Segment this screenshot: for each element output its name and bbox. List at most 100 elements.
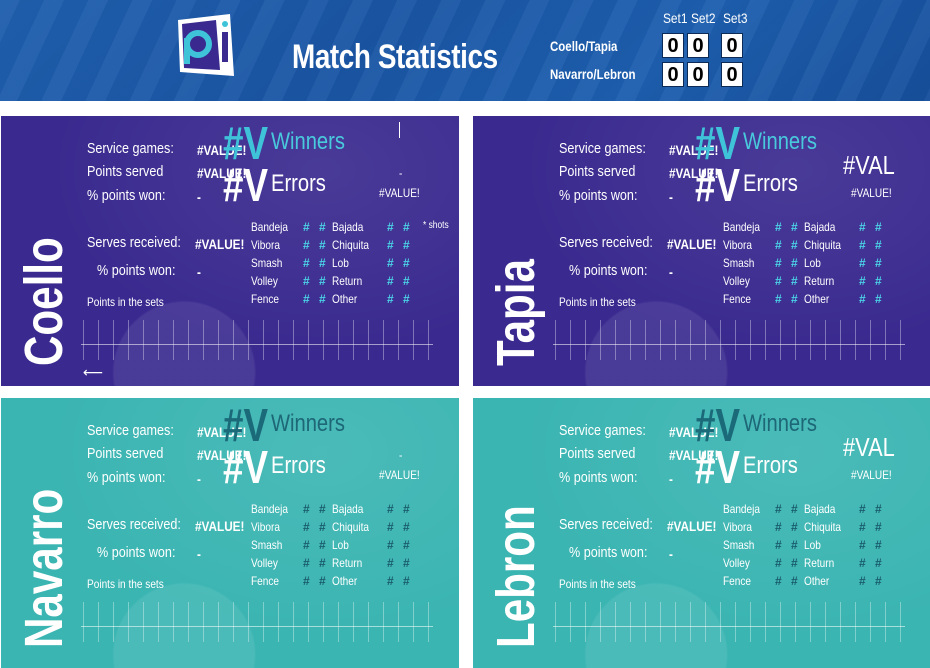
- shot-label-lob: Lob: [332, 538, 349, 552]
- axis-tick: [570, 602, 571, 642]
- shot-label-bandeja: Bandeja: [723, 220, 760, 234]
- shot-winners-lob: #: [859, 256, 866, 270]
- team2-set3-score: 0: [721, 62, 743, 87]
- shot-errors-bajada: #: [875, 502, 882, 516]
- shot-label-lob: Lob: [332, 256, 349, 270]
- shot-label-bajada: Bajada: [804, 220, 836, 234]
- errors-label: Errors: [743, 452, 798, 479]
- shot-errors-return: #: [403, 274, 410, 288]
- axis-tick: [113, 602, 114, 642]
- axis-tick: [143, 602, 144, 642]
- text-cursor: [399, 122, 400, 138]
- shot-winners-vibora: #: [775, 520, 782, 534]
- axis-tick: [840, 320, 841, 360]
- axis-tick: [278, 320, 279, 360]
- shot-errors-vibora: #: [319, 520, 326, 534]
- shot-winners-other: #: [859, 574, 866, 588]
- left-arrow-icon: ⟵: [83, 364, 104, 380]
- winners-label: Winners: [743, 128, 817, 155]
- axis-tick: [660, 602, 661, 642]
- points-in-sets-label: Points in the sets: [559, 577, 636, 591]
- shot-errors-bajada: #: [403, 220, 410, 234]
- shot-errors-smash: #: [791, 538, 798, 552]
- errors-label: Errors: [271, 170, 326, 197]
- team1-set1-score: 0: [662, 33, 684, 58]
- axis-tick: [690, 320, 691, 360]
- service-games-value: #VALUE!: [197, 142, 247, 158]
- axis-tick: [368, 320, 369, 360]
- shot-errors-volley: #: [319, 556, 326, 570]
- shot-errors-bandeja: #: [791, 502, 798, 516]
- shot-winners-fence: #: [775, 292, 782, 306]
- shot-winners-chiquita: #: [859, 520, 866, 534]
- axis-tick: [855, 320, 856, 360]
- shot-label-smash: Smash: [723, 256, 755, 270]
- axis-tick: [780, 602, 781, 642]
- axis-tick: [233, 602, 234, 642]
- axis-tick: [143, 320, 144, 360]
- pct-points-won-value: -: [669, 471, 673, 487]
- shot-errors-bajada: #: [875, 220, 882, 234]
- axis-tick: [705, 320, 706, 360]
- winners-value: #V: [223, 117, 269, 169]
- axis-tick: [398, 602, 399, 642]
- shot-winners-other: #: [387, 574, 394, 588]
- shot-winners-volley: #: [775, 274, 782, 288]
- shot-label-volley: Volley: [251, 274, 278, 288]
- pct-points-won-value: -: [197, 189, 201, 205]
- axis-tick: [263, 602, 264, 642]
- axis-tick: [353, 602, 354, 642]
- shot-label-return: Return: [804, 274, 835, 288]
- serves-received-label: Serves received:: [87, 234, 181, 251]
- shot-label-volley: Volley: [723, 556, 750, 570]
- shot-errors-chiquita: #: [875, 520, 882, 534]
- axis-tick: [83, 320, 84, 360]
- axis-tick: [765, 320, 766, 360]
- axis-tick: [780, 320, 781, 360]
- team2-set2-score: 0: [687, 62, 709, 87]
- service-games-value: #VALUE!: [669, 142, 719, 158]
- shot-winners-chiquita: #: [387, 238, 394, 252]
- axis-tick: [83, 602, 84, 642]
- shot-winners-vibora: #: [303, 520, 310, 534]
- shot-winners-bandeja: #: [303, 502, 310, 516]
- axis-tick: [645, 602, 646, 642]
- points-served-label: Points served: [87, 445, 164, 462]
- axis-tick: [900, 320, 901, 360]
- shot-label-smash: Smash: [251, 256, 283, 270]
- winners-value: #V: [223, 399, 269, 451]
- errors-value: #V: [223, 441, 269, 493]
- shot-errors-lob: #: [403, 538, 410, 552]
- pct-points-won2-value: -: [669, 264, 673, 280]
- shots-note: * shots: [423, 220, 449, 231]
- side-value: #VALUE!: [851, 186, 892, 200]
- axis-tick: [308, 320, 309, 360]
- shot-errors-bandeja: #: [791, 220, 798, 234]
- shot-winners-return: #: [387, 274, 394, 288]
- match-header: Match Statistics Set1 Set2 Set3 Coello/T…: [0, 0, 930, 101]
- axis-tick: [720, 602, 721, 642]
- axis-tick: [218, 320, 219, 360]
- points-served-value: #VALUE!: [197, 447, 247, 463]
- axis-tick: [98, 320, 99, 360]
- axis-tick: [720, 320, 721, 360]
- shot-label-vibora: Vibora: [723, 238, 752, 252]
- serves-received-value: #VALUE!: [195, 518, 245, 534]
- axis-tick: [383, 602, 384, 642]
- axis-tick: [173, 320, 174, 360]
- shot-label-chiquita: Chiquita: [332, 520, 369, 534]
- axis-tick: [413, 602, 414, 642]
- shot-winners-other: #: [387, 292, 394, 306]
- pct-points-won2-value: -: [669, 546, 673, 562]
- serves-received-label: Serves received:: [559, 234, 653, 251]
- axis-tick: [233, 320, 234, 360]
- shot-errors-vibora: #: [791, 238, 798, 252]
- axis-tick: [585, 602, 586, 642]
- axis-tick: [885, 602, 886, 642]
- pct-points-won-label: % points won:: [87, 187, 166, 204]
- shot-winners-bajada: #: [387, 502, 394, 516]
- axis-tick: [705, 602, 706, 642]
- side-value: #VALUE!: [851, 468, 892, 482]
- service-games-label: Service games:: [87, 422, 174, 439]
- axis-tick: [675, 602, 676, 642]
